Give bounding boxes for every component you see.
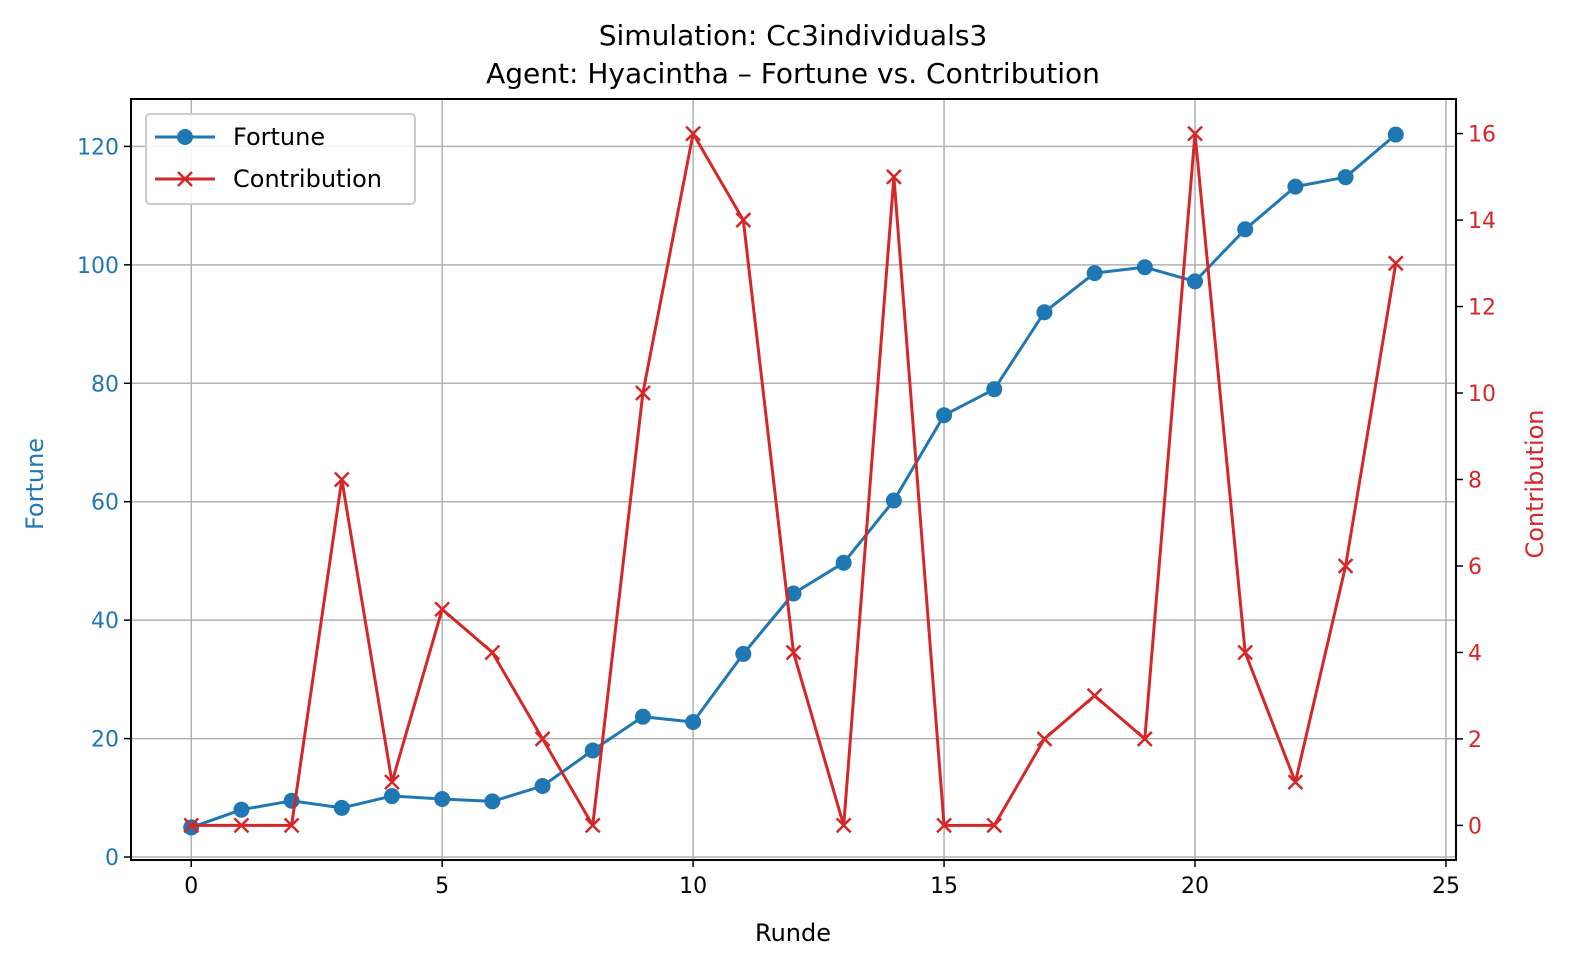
fortune-point bbox=[233, 801, 250, 818]
y-right-tick-label: 10 bbox=[1468, 382, 1496, 407]
fortune-point bbox=[685, 714, 702, 731]
y-right-tick-label: 4 bbox=[1468, 641, 1482, 666]
fortune-point bbox=[333, 799, 350, 816]
fortune-point bbox=[1387, 126, 1404, 143]
contribution-point bbox=[1136, 731, 1153, 747]
contribution-point bbox=[835, 817, 852, 834]
y-left-tick-label: 20 bbox=[91, 728, 119, 753]
fortune-point bbox=[1036, 304, 1053, 321]
contribution-point bbox=[183, 817, 200, 834]
x-tick-label: 0 bbox=[184, 874, 198, 899]
plot-frame bbox=[130, 98, 1457, 861]
axis-ticks: 0 5 10 15 20 25 0 20 40 60 80 100 120 0 2 4 6 8 10 12 14 16 bbox=[77, 123, 1496, 899]
fortune-point bbox=[986, 381, 1003, 398]
grid bbox=[131, 99, 1456, 860]
contribution-point bbox=[885, 168, 902, 185]
contribution-point bbox=[233, 817, 250, 834]
y-right-tick-label: 16 bbox=[1468, 123, 1496, 148]
fortune-point bbox=[1237, 221, 1254, 238]
x-axis-label: Runde bbox=[755, 919, 831, 947]
y-left-tick-label: 40 bbox=[91, 609, 119, 634]
series-line-fortune bbox=[190, 133, 1397, 829]
contribution-point bbox=[333, 471, 350, 488]
contribution-point bbox=[635, 385, 651, 401]
fortune-point bbox=[835, 554, 852, 571]
fortune-point bbox=[434, 791, 451, 808]
y-right-tick-label: 6 bbox=[1468, 555, 1482, 580]
contribution-point bbox=[584, 817, 601, 834]
contribution-point bbox=[936, 817, 952, 834]
y-left-tick-label: 100 bbox=[77, 254, 119, 279]
contribution-point bbox=[785, 644, 802, 661]
fortune-point bbox=[534, 777, 551, 794]
x-tick-label: 15 bbox=[930, 874, 958, 899]
y-right-tick-label: 12 bbox=[1468, 296, 1496, 321]
contribution-point bbox=[735, 212, 752, 228]
y-right-tick-label: 2 bbox=[1468, 728, 1482, 753]
fortune-point bbox=[484, 793, 501, 810]
y-right-tick-label: 0 bbox=[1468, 814, 1482, 839]
contribution-point bbox=[1036, 731, 1053, 747]
x-tick-label: 5 bbox=[435, 874, 449, 899]
fortune-point bbox=[584, 742, 601, 759]
y-left-tick-label: 120 bbox=[77, 135, 119, 160]
y-axis-label-right: Contribution bbox=[1521, 409, 1549, 558]
fortune-point bbox=[634, 708, 651, 725]
fortune-point bbox=[936, 407, 953, 424]
y-axis-label-left: Fortune bbox=[21, 438, 49, 530]
contribution-point bbox=[384, 774, 400, 791]
contribution-point bbox=[1187, 125, 1203, 142]
y-left-tick-label: 60 bbox=[91, 491, 119, 516]
fortune-point bbox=[183, 819, 200, 836]
legend-contribution-marker bbox=[177, 171, 193, 187]
x-tick-label: 20 bbox=[1181, 874, 1209, 899]
contribution-point bbox=[1337, 558, 1354, 574]
contribution-point bbox=[434, 601, 451, 618]
fortune-point bbox=[383, 788, 400, 805]
fortune-point bbox=[1187, 273, 1204, 290]
contribution-point bbox=[1287, 774, 1304, 791]
x-tick-label: 10 bbox=[679, 874, 707, 899]
fortune-point bbox=[735, 645, 752, 662]
legend: Fortune Contribution bbox=[145, 113, 416, 205]
contribution-point bbox=[484, 644, 501, 661]
fortune-point bbox=[1287, 178, 1304, 195]
series-line-contribution bbox=[191, 132, 1398, 827]
chart-title: Simulation: Cc3individuals3 bbox=[599, 19, 988, 52]
contribution-point bbox=[685, 125, 702, 142]
y-right-tick-label: 14 bbox=[1468, 209, 1496, 234]
contribution-point bbox=[1237, 644, 1254, 661]
fortune-point bbox=[1337, 169, 1354, 186]
fortune-point bbox=[1086, 265, 1103, 282]
contribution-point bbox=[534, 731, 551, 747]
fortune-point bbox=[1136, 259, 1153, 276]
contribution-point bbox=[1387, 255, 1404, 272]
fortune-point bbox=[785, 585, 802, 602]
contribution-point bbox=[1086, 687, 1103, 704]
legend-fortune-label: Fortune bbox=[233, 123, 325, 151]
fortune-point bbox=[885, 492, 902, 509]
series bbox=[183, 125, 1404, 836]
x-tick-label: 25 bbox=[1432, 874, 1460, 899]
legend-fortune-marker bbox=[177, 129, 193, 145]
legend-contribution-label: Contribution bbox=[233, 165, 382, 193]
contribution-point bbox=[986, 817, 1003, 834]
chart-subtitle: Agent: Hyacintha – Fortune vs. Contribut… bbox=[486, 57, 1100, 90]
contribution-point bbox=[283, 817, 300, 834]
y-left-tick-label: 80 bbox=[91, 372, 119, 397]
y-right-tick-label: 8 bbox=[1468, 469, 1482, 494]
y-left-tick-label: 0 bbox=[105, 846, 119, 871]
